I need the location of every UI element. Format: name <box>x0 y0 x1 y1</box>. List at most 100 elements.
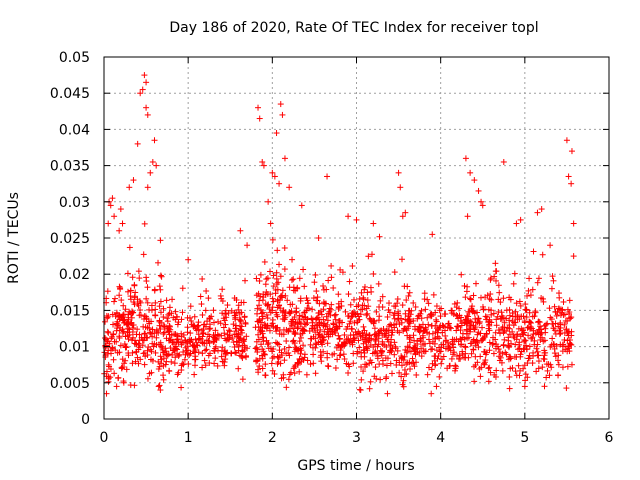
data-point <box>402 310 409 317</box>
data-point <box>116 292 123 299</box>
data-point <box>566 340 573 347</box>
x-tick-label: 0 <box>100 430 109 446</box>
data-point <box>289 316 296 323</box>
data-point <box>316 331 323 338</box>
data-point <box>109 344 116 351</box>
data-point <box>568 314 575 321</box>
data-point <box>139 86 146 93</box>
data-point <box>320 286 327 293</box>
data-point <box>532 309 539 316</box>
data-point <box>383 334 390 341</box>
data-point <box>371 331 378 338</box>
data-point <box>547 242 554 249</box>
data-point <box>257 271 264 278</box>
data-point <box>328 274 335 281</box>
data-point <box>286 352 293 359</box>
data-point <box>290 337 297 344</box>
data-point <box>144 375 151 382</box>
data-point <box>436 307 443 314</box>
data-point <box>364 289 371 296</box>
data-point <box>354 319 361 326</box>
data-point <box>355 337 362 344</box>
data-point <box>337 344 344 351</box>
data-point <box>464 317 471 324</box>
data-point <box>184 343 191 350</box>
data-point <box>160 355 167 362</box>
data-point <box>535 331 542 338</box>
data-point <box>272 339 279 346</box>
data-point <box>300 266 307 273</box>
data-point <box>403 297 410 304</box>
data-point <box>220 324 227 331</box>
data-point <box>122 344 129 351</box>
data-point <box>310 295 317 302</box>
data-point <box>104 288 111 295</box>
data-point <box>296 275 303 282</box>
data-point <box>119 356 126 363</box>
data-point <box>430 291 437 298</box>
data-point <box>166 304 173 311</box>
data-point <box>125 350 132 357</box>
data-point <box>281 266 288 273</box>
data-point <box>225 327 232 334</box>
data-point <box>332 316 339 323</box>
data-point <box>320 336 327 343</box>
data-point <box>493 367 500 374</box>
data-point <box>483 330 490 337</box>
data-point <box>283 338 290 345</box>
data-point <box>428 322 435 329</box>
x-tick-label: 3 <box>352 430 361 446</box>
data-point <box>132 358 139 365</box>
data-point <box>459 350 466 357</box>
data-point <box>153 162 160 169</box>
data-point <box>201 321 208 328</box>
data-point <box>178 330 185 337</box>
data-point <box>233 338 240 345</box>
data-point <box>262 361 269 368</box>
data-point <box>291 330 298 337</box>
data-point <box>166 368 173 375</box>
data-point <box>366 360 373 367</box>
data-point <box>328 262 335 269</box>
data-point <box>107 202 114 209</box>
data-point <box>570 253 577 260</box>
data-point <box>199 333 206 340</box>
data-point <box>559 364 566 371</box>
data-point <box>538 294 545 301</box>
data-point <box>145 318 152 325</box>
data-point <box>169 351 176 358</box>
data-point <box>432 334 439 341</box>
data-point <box>241 314 248 321</box>
data-point <box>550 277 557 284</box>
data-point <box>328 301 335 308</box>
data-point <box>509 328 516 335</box>
data-point <box>259 297 266 304</box>
data-point <box>418 324 425 331</box>
data-point <box>166 322 173 329</box>
data-point <box>274 360 281 367</box>
data-point <box>166 310 173 317</box>
data-point <box>108 335 115 342</box>
data-point <box>535 319 542 326</box>
data-point <box>200 330 207 337</box>
data-point <box>187 338 194 345</box>
data-point <box>418 307 425 314</box>
data-point <box>267 220 274 227</box>
data-point <box>433 303 440 310</box>
data-point <box>406 334 413 341</box>
data-point <box>520 365 527 372</box>
data-point <box>485 378 492 385</box>
data-point <box>211 319 218 326</box>
data-point <box>142 353 149 360</box>
data-point <box>160 305 167 312</box>
data-point <box>288 276 295 283</box>
data-point <box>432 309 439 316</box>
data-point <box>370 270 377 277</box>
data-point <box>253 275 260 282</box>
data-point <box>363 344 370 351</box>
data-point <box>404 359 411 366</box>
data-point <box>406 289 413 296</box>
y-tick-label: 0.025 <box>50 231 90 247</box>
data-point <box>283 350 290 357</box>
data-point <box>212 327 219 334</box>
